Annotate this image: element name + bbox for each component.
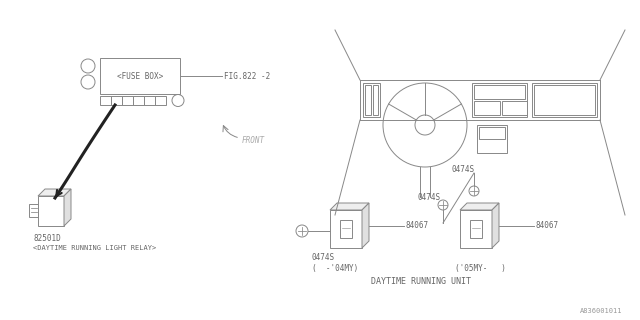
Text: <DAYTIME RUNNING LIGHT RELAY>: <DAYTIME RUNNING LIGHT RELAY>: [33, 245, 156, 251]
Text: 0474S: 0474S: [418, 193, 441, 202]
Text: FRONT: FRONT: [242, 135, 265, 145]
Polygon shape: [330, 203, 369, 210]
Text: 84067: 84067: [406, 221, 429, 230]
Text: FIG.822 -2: FIG.822 -2: [224, 71, 270, 81]
Text: A836001011: A836001011: [579, 308, 622, 314]
Text: 84067: 84067: [536, 221, 559, 230]
Bar: [100, 58, 180, 94]
Bar: [122, 96, 133, 105]
Polygon shape: [64, 189, 71, 226]
Text: 82501D: 82501D: [33, 234, 61, 243]
Bar: [477, 125, 507, 153]
Text: 0474S: 0474S: [452, 164, 475, 173]
Bar: [29, 204, 38, 217]
Bar: [38, 196, 64, 226]
Bar: [133, 96, 144, 105]
Bar: [472, 83, 527, 117]
Bar: [372, 85, 378, 115]
Polygon shape: [492, 203, 499, 248]
Bar: [340, 220, 352, 238]
Bar: [144, 96, 155, 105]
Polygon shape: [362, 203, 369, 248]
Bar: [532, 83, 597, 117]
Polygon shape: [460, 203, 499, 210]
Text: 0474S: 0474S: [312, 253, 335, 262]
Polygon shape: [38, 189, 71, 196]
Text: DAYTIME RUNNING UNIT: DAYTIME RUNNING UNIT: [371, 276, 471, 285]
Bar: [330, 210, 362, 248]
Bar: [111, 96, 122, 105]
Bar: [155, 96, 166, 105]
Bar: [502, 101, 527, 115]
Bar: [474, 101, 499, 115]
Bar: [100, 96, 111, 105]
Text: (  -'04MY): ( -'04MY): [312, 263, 358, 273]
Bar: [470, 220, 482, 238]
Bar: [479, 127, 505, 139]
Bar: [474, 85, 525, 99]
Text: <FUSE BOX>: <FUSE BOX>: [117, 71, 163, 81]
Bar: [363, 83, 380, 117]
Bar: [460, 210, 492, 248]
Bar: [365, 85, 371, 115]
Text: ('05MY-   ): ('05MY- ): [455, 263, 506, 273]
Bar: [534, 85, 595, 115]
